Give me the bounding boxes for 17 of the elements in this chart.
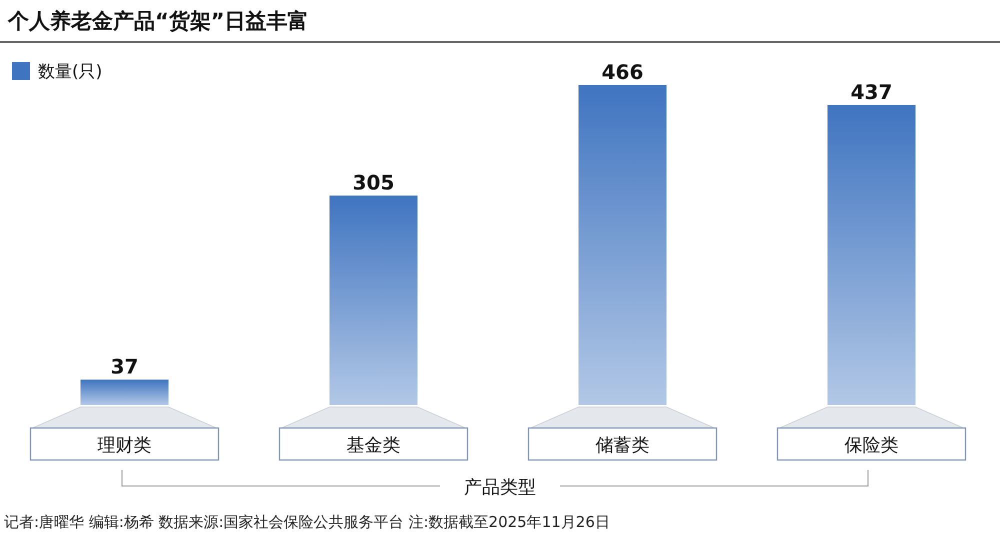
x-tick-label: 理财类	[98, 435, 152, 456]
data-label: 437	[850, 80, 892, 104]
chart-title: 个人养老金产品“货架”日益丰富	[7, 9, 309, 33]
bar	[578, 85, 666, 405]
data-label: 466	[602, 60, 644, 84]
legend-label: 数量(只)	[38, 62, 102, 82]
text: 记者:唐曜华 编辑:杨希 数据来源:国家社会保险公共服务平台 注:数据截至2025年11月26日	[4, 513, 610, 531]
bar	[330, 196, 418, 405]
x-tick-label: 基金类	[346, 435, 400, 456]
bar	[828, 104, 916, 405]
data-label: 37	[110, 354, 138, 379]
bar	[80, 380, 168, 405]
legend: 数量(只)	[12, 62, 102, 82]
x-tick-label: 保险类	[844, 435, 898, 456]
x-axis-title: 产品类型	[464, 477, 536, 498]
data-label: 305	[352, 170, 394, 195]
x-tick-label: 储蓄类	[596, 435, 650, 456]
